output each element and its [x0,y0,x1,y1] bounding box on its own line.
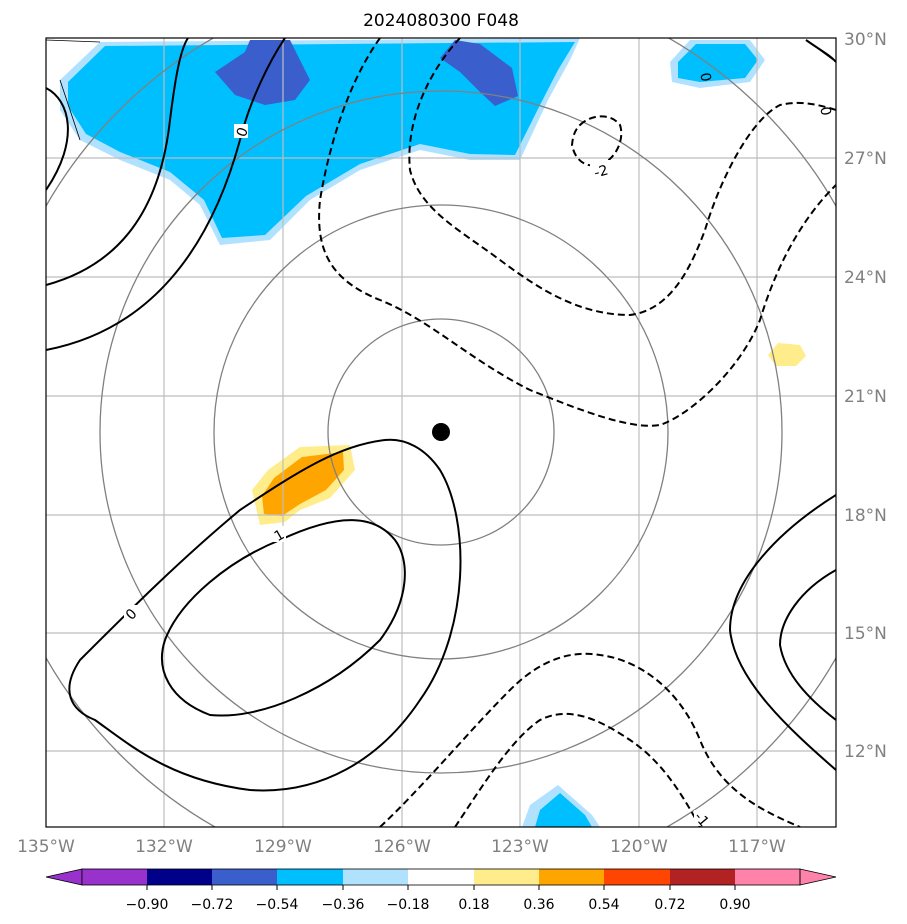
zero-contour-northwest-c [46,38,286,351]
colorbar-bin [277,869,343,885]
colorbar-tick-label: 0.36 [523,897,554,913]
colorbar-tick-label: −0.54 [256,897,299,913]
colorbar: −0.90 −0.72 −0.54 −0.36 −0.18 0.18 0.36 … [45,868,837,913]
lat-label: 21°N [844,387,887,407]
zero-contour-northwest-b [46,38,189,286]
colorbar-max-extend [799,868,837,886]
colorbar-bin [539,869,604,885]
lon-label: 126°W [373,837,431,857]
lat-label: 24°N [844,268,887,288]
colorbar-bin [474,869,539,885]
zero-contour-northwest-a [46,87,69,191]
colorbar-tick-label: 0.54 [588,897,619,913]
colorbar-tick-label: −0.72 [191,897,234,913]
lat-label: 30°N [844,30,887,50]
lon-label: 117°W [728,837,786,857]
lon-label: 120°W [610,837,668,857]
latitude-labels: 30°N 27°N 24°N 21°N 18°N 15°N 12°N [844,30,887,762]
range-rings [46,38,836,827]
colorbar-bin [212,869,277,885]
one-contour-south [161,519,406,717]
map-frame [45,37,837,828]
contour-label-zero-right: 0 [816,105,833,117]
map-area: 0 0 1 -2 -1 0 0 [46,38,836,827]
contour-label-zero-small: 0 [696,71,713,83]
contour-label-backgrounds [124,124,710,826]
colorbar-bin [147,869,212,885]
lat-label: 27°N [844,149,887,169]
lon-label: 132°W [135,837,193,857]
colorbar-bin [82,869,147,885]
colorbar-tick-label: −0.36 [322,897,365,913]
colorbar-bin [343,869,408,885]
zero-contour-east-a [728,494,836,771]
colorbar-tick-label: −0.90 [126,897,169,913]
lat-lon-grid [46,38,836,827]
lat-label: 15°N [844,624,887,644]
minus-one-contour-inner [408,38,836,317]
lon-label: 123°W [491,837,549,857]
colorbar-bin [604,869,670,885]
longitude-labels: 135°W 132°W 129°W 126°W 123°W 120°W 117°… [17,837,786,857]
colorbar-min-extend [45,868,83,886]
zero-contour-northeast [805,39,836,63]
colorbar-tick-label: 0.90 [719,897,750,913]
lat-label: 18°N [844,506,887,526]
lat-label: 12°N [844,742,887,762]
colorbar-bin [670,869,735,885]
colorbar-frame [81,868,801,886]
colorbar-tick-label: 0.72 [654,897,685,913]
storm-center-marker [432,423,450,441]
colorbar-tick-label: −0.18 [387,897,430,913]
map-title: 2024080300 F048 [363,11,519,31]
minus-one-contour-south-b [454,712,701,827]
zero-contour-south [68,438,462,792]
lon-label: 129°W [254,837,312,857]
minus-one-contour-north [318,38,836,427]
colorbar-tick-label: 0.18 [458,897,489,913]
contour-label-minus-two: -2 [592,162,610,181]
colorbar-bin [408,869,474,885]
zero-contour-east-b [778,569,836,721]
minus-one-contour-south-a [379,652,801,827]
solid-contours [46,38,836,792]
lon-label: 135°W [17,837,75,857]
colorbar-bin [735,869,800,885]
